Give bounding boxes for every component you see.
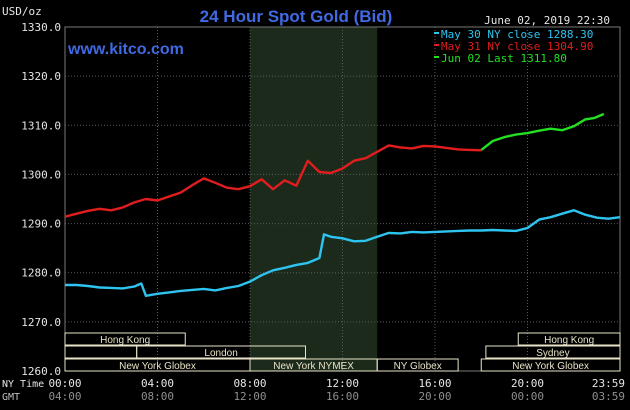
x-tick-label-ny: 12:00: [326, 377, 359, 390]
x-tick-label-gmt: 04:00: [48, 390, 81, 403]
y-tick-label: 1260.0: [21, 365, 61, 378]
session-label: New York Globex: [512, 361, 589, 372]
series-layer: [64, 112, 621, 297]
session-hong-kong: Hong Kong: [64, 332, 186, 346]
x-tick-label-gmt: 20:00: [418, 390, 451, 403]
session-box: [517, 332, 621, 346]
session-label: Hong Kong: [100, 335, 150, 346]
units-label: USD/oz: [2, 5, 42, 18]
session-label: New York Globex: [119, 361, 196, 372]
x-tick-label-ny: 08:00: [233, 377, 266, 390]
session-london: London: [136, 345, 306, 359]
session-box: [376, 358, 459, 372]
x-tick-label-ny: 04:00: [141, 377, 174, 390]
site-link[interactable]: www.kitco.com: [67, 41, 184, 58]
x-axis-label-gmt: GMT: [2, 392, 20, 403]
legend-jun02: Jun 02 Last 1311.80: [441, 52, 567, 65]
y-tick-label: 1270.0: [21, 316, 61, 329]
y-tick-label: 1320.0: [21, 70, 61, 83]
series-line-1: [64, 144, 482, 218]
session-label: Sydney: [536, 348, 569, 359]
x-tick-label-gmt: 00:00: [511, 390, 544, 403]
legend-may31: May 31 NY close 1304.90: [441, 40, 593, 53]
session-box: [485, 345, 621, 359]
legend: May 30 NY close 1288.30 May 31 NY close …: [434, 28, 593, 65]
y-tick-label: 1290.0: [21, 218, 61, 231]
x-tick-label-gmt: 08:00: [141, 390, 174, 403]
series-line-2: [480, 112, 605, 151]
x-axis-ticks: 00:0004:0004:0008:0008:0012:0012:0016:00…: [48, 377, 625, 403]
y-tick-label: 1310.0: [21, 119, 61, 132]
session-box: [64, 332, 186, 346]
session-label: New York NYMEX: [273, 361, 354, 372]
y-tick-label: 1280.0: [21, 267, 61, 280]
shaded-region-layer: [250, 27, 378, 371]
session-label: Hong Kong: [544, 335, 594, 346]
legend-may30: May 30 NY close 1288.30: [441, 28, 593, 41]
legend-swatch-2: [434, 56, 439, 58]
x-tick-label-ny: 16:00: [418, 377, 451, 390]
y-axis-ticks: 1330.0 1320.0 1310.0 1300.0 1290.0 1280.0 1270…: [21, 21, 61, 378]
x-tick-label-ny: 20:00: [511, 377, 544, 390]
session-box: [480, 358, 621, 372]
session-sydney: Sydney: [485, 345, 621, 359]
chart-title: 24 Hour Spot Gold (Bid): [200, 7, 393, 26]
legend-swatch-0: [434, 32, 439, 34]
legend-swatch-1: [434, 44, 439, 46]
x-tick-label-gmt: 03:59: [592, 390, 625, 403]
y-tick-label: 1330.0: [21, 21, 61, 34]
y-tick-label: 1300.0: [21, 168, 61, 181]
session-hong-kong: Hong Kong: [517, 332, 621, 346]
nymex-shaded-region: [250, 27, 378, 371]
x-tick-label-ny: 00:00: [48, 377, 81, 390]
x-tick-label-gmt: 12:00: [233, 390, 266, 403]
session-label: London: [204, 348, 237, 359]
x-tick-label-ny: 23:59: [592, 377, 625, 390]
trading-sessions-layer: Hong Kong Hong Kong London Sydney New York G…: [64, 332, 621, 372]
session-box: [136, 345, 306, 359]
chart-date: June 02, 2019 22:30: [484, 14, 610, 27]
session-label: NY Globex: [394, 361, 442, 372]
session-new-york-globex: New York Globex: [480, 358, 621, 372]
session-ny-globex: NY Globex: [376, 358, 459, 372]
x-axis-label-ny: NY Time: [2, 379, 44, 390]
series-line-0: [65, 209, 621, 297]
x-tick-label-gmt: 16:00: [326, 390, 359, 403]
